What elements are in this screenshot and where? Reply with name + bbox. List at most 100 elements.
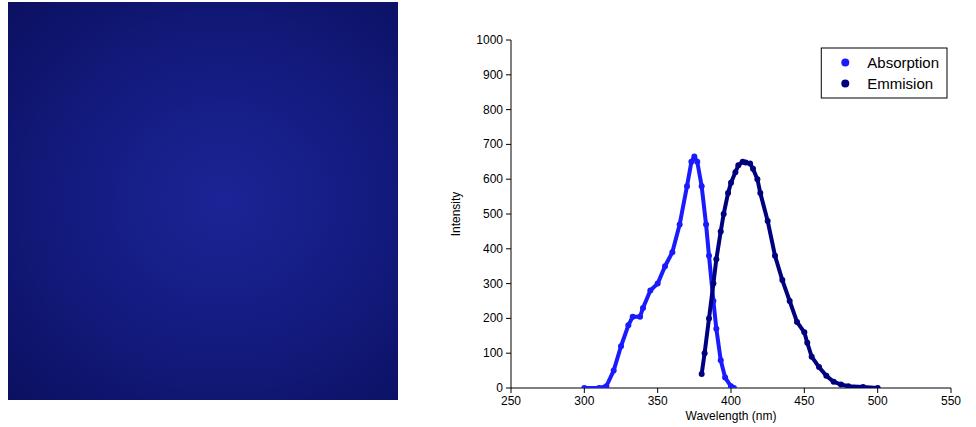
fluorescence-image: [8, 2, 398, 400]
series-point: [699, 183, 705, 189]
y-tick: [506, 179, 511, 180]
legend-marker: [841, 59, 849, 67]
y-tick-label: 400: [483, 242, 503, 256]
x-tick: [877, 388, 878, 393]
y-tick: [506, 283, 511, 284]
series-point: [691, 154, 697, 160]
chart: 2503003504004505005500100200300400500600…: [0, 0, 976, 427]
series-point: [655, 281, 661, 287]
x-tick-label: 500: [868, 394, 888, 408]
x-tick: [731, 388, 732, 393]
series-point: [875, 385, 881, 388]
y-tick: [506, 353, 511, 354]
series-point: [860, 384, 866, 388]
series-point: [684, 183, 690, 189]
series-point: [801, 329, 807, 335]
series-point: [722, 375, 728, 381]
y-tick-label: 200: [483, 311, 503, 325]
x-tick: [584, 388, 585, 393]
series-point: [787, 298, 793, 304]
series-point: [694, 159, 700, 165]
series-point: [647, 288, 653, 294]
series-point: [706, 253, 712, 259]
x-tick-label: 350: [648, 394, 668, 408]
series-point: [718, 357, 724, 363]
series-line: [584, 157, 734, 388]
series-point: [728, 180, 734, 186]
y-tick-label: 100: [483, 346, 503, 360]
series-point: [750, 166, 756, 172]
series-point: [699, 371, 705, 377]
series-point: [618, 343, 624, 349]
y-tick: [506, 74, 511, 75]
series-point: [747, 161, 753, 167]
series-point: [581, 385, 587, 388]
y-tick-label: 1000: [476, 33, 503, 47]
series-point: [713, 326, 719, 332]
y-tick-label: 0: [496, 381, 503, 395]
series-point: [713, 256, 719, 262]
x-axis-title: Wavelength (nm): [686, 409, 777, 423]
series-point: [823, 373, 829, 379]
y-tick: [506, 318, 511, 319]
series-point: [596, 385, 602, 388]
series-point: [625, 322, 631, 328]
series-point: [637, 314, 643, 320]
y-tick-label: 500: [483, 207, 503, 221]
legend-marker: [841, 80, 849, 88]
y-tick: [506, 144, 511, 145]
x-tick-label: 450: [794, 394, 814, 408]
series-point: [845, 383, 851, 388]
series-point: [677, 221, 683, 227]
y-tick: [506, 40, 511, 41]
series-point: [611, 368, 617, 374]
x-tick-label: 250: [501, 394, 521, 408]
series-point: [706, 315, 712, 321]
plot-area: [581, 154, 880, 388]
series-point: [754, 176, 760, 182]
series-point: [640, 305, 646, 311]
legend: Absorption Emmision: [821, 48, 947, 98]
y-axis-title: Intensity: [449, 192, 463, 237]
series-point: [688, 159, 694, 165]
series-line: [702, 162, 878, 388]
series-point: [804, 340, 810, 346]
y-tick-label: 300: [483, 277, 503, 291]
series-point: [662, 263, 668, 269]
y-tick: [506, 388, 511, 389]
x-tick-label: 550: [941, 394, 961, 408]
y-tick-label: 700: [483, 137, 503, 151]
legend-label: Emmision: [867, 75, 933, 92]
series-point: [831, 379, 837, 385]
x-tick: [951, 388, 952, 393]
series-point: [721, 211, 727, 217]
series-point: [838, 382, 844, 388]
series-point: [809, 354, 815, 360]
y-tick-label: 900: [483, 68, 503, 82]
series-point: [703, 221, 709, 227]
series-point: [731, 385, 737, 388]
series-point: [702, 350, 708, 356]
y-tick-label: 800: [483, 103, 503, 117]
series-point: [630, 314, 636, 320]
series-point: [765, 218, 771, 224]
series-point: [710, 281, 716, 287]
series-point: [757, 190, 763, 196]
series-point: [725, 190, 731, 196]
legend-label: Absorption: [867, 54, 939, 71]
x-tick: [657, 388, 658, 393]
y-tick: [506, 248, 511, 249]
series-point: [772, 253, 778, 259]
y-tick-label: 600: [483, 172, 503, 186]
series-point: [732, 169, 738, 175]
y-tick: [506, 109, 511, 110]
series-point: [794, 319, 800, 325]
x-tick: [511, 388, 512, 393]
y-tick: [506, 214, 511, 215]
series-point: [603, 383, 609, 388]
x-tick: [804, 388, 805, 393]
legend-box: [821, 48, 947, 98]
x-tick-label: 300: [574, 394, 594, 408]
series-point: [779, 277, 785, 283]
series-point: [718, 228, 724, 234]
